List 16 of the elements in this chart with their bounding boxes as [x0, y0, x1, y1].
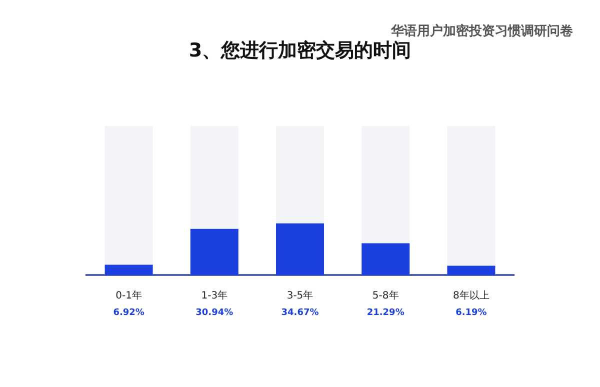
x-tick-label: 8年以上 — [453, 290, 490, 302]
data-label: 34.67% — [281, 308, 319, 318]
x-tick-label: 0-1年 — [116, 290, 142, 302]
bar — [190, 228, 238, 275]
bar — [447, 266, 496, 275]
x-tick-label: 5-8年 — [372, 290, 399, 302]
chart-title: 3、您进行加密交易的时间 — [188, 40, 412, 62]
data-label: 30.94% — [196, 308, 234, 318]
data-label: 6.19% — [456, 308, 487, 318]
chart-subtitle: 华语用户加密投资习惯调研问卷 — [390, 23, 573, 39]
x-tick-label: 1-3年 — [201, 290, 228, 302]
data-label: 6.92% — [113, 308, 144, 318]
bar — [104, 264, 153, 275]
data-label: 21.29% — [366, 308, 404, 318]
bar — [362, 243, 410, 275]
x-tick-label: 3-5年 — [286, 290, 314, 302]
